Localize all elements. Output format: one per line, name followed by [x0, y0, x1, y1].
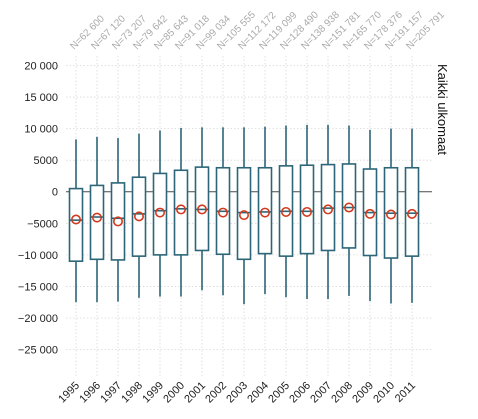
x-tick-label: 1997	[98, 380, 124, 406]
box-2011	[404, 128, 420, 303]
y-tick-label: 5000	[34, 155, 58, 167]
mean-marker	[322, 204, 333, 215]
box-2008	[341, 125, 357, 296]
mean-marker	[239, 210, 250, 221]
box-2004	[257, 126, 273, 295]
box-1998	[131, 133, 147, 298]
mean-marker	[259, 207, 270, 218]
box-iqr	[173, 169, 189, 256]
mean-marker	[155, 207, 166, 218]
box-1996	[89, 136, 105, 303]
panel-label: Kaikki ulkomaat	[435, 64, 450, 155]
box-2006	[299, 124, 315, 300]
mean-marker	[134, 211, 145, 222]
mean-marker	[218, 207, 229, 218]
box-iqr	[341, 163, 357, 249]
box-iqr	[131, 176, 147, 257]
x-tick-label: 1996	[77, 380, 103, 406]
box-2003	[236, 127, 252, 305]
mean-marker	[301, 206, 312, 217]
mean-marker	[364, 208, 375, 219]
y-tick-label: 10 000	[24, 124, 58, 136]
box-series	[68, 124, 420, 305]
y-tick-label: −10 000	[18, 250, 58, 262]
box-2005	[278, 125, 294, 298]
x-tick-label: 2007	[308, 380, 334, 406]
x-tick-label: 2004	[245, 380, 271, 406]
box-2007	[320, 124, 336, 300]
mean-marker	[176, 204, 187, 215]
y-tick-label: 20 000	[24, 60, 58, 72]
box-2010	[383, 128, 399, 304]
y-axis: 20 000 15 000 10 000 5000 0 −5000 −10 000 −15 0…	[18, 60, 58, 356]
x-tick-label: 2008	[329, 380, 355, 406]
box-2009	[362, 129, 378, 301]
box-1995	[68, 139, 84, 303]
box-iqr	[299, 164, 315, 255]
x-tick-label: 2001	[182, 380, 208, 406]
y-tick-label: −25 000	[18, 345, 58, 357]
mean-marker	[406, 208, 417, 219]
x-tick-label: 1998	[119, 380, 145, 406]
box-2001	[194, 127, 210, 291]
y-tick-label: 15 000	[24, 92, 58, 104]
box-1997	[110, 138, 126, 302]
box-1999	[152, 130, 168, 297]
box-iqr	[110, 182, 126, 261]
mean-marker	[385, 209, 396, 220]
x-tick-label: 2011	[393, 380, 418, 405]
x-tick-label: 2006	[287, 380, 313, 406]
y-tick-label: −5000	[27, 218, 58, 230]
x-tick-label: 1995	[56, 380, 82, 406]
x-tick-label: 2005	[266, 380, 292, 406]
x-tick-label: 2009	[350, 380, 376, 406]
box-2002	[215, 127, 231, 296]
mean-marker	[92, 212, 103, 223]
y-tick-label: 0	[52, 187, 58, 199]
box-iqr	[68, 187, 84, 262]
box-iqr	[257, 166, 273, 255]
x-tick-label: 2003	[224, 380, 250, 406]
mean-marker	[343, 202, 354, 213]
x-tick-label: 2010	[371, 380, 397, 406]
mean-marker	[113, 216, 124, 227]
box-iqr	[152, 172, 168, 256]
x-tick-label: 2002	[203, 380, 229, 406]
x-tick-label: 2000	[161, 380, 187, 406]
x-tick-label: 1999	[140, 380, 166, 406]
y-tick-label: −20 000	[18, 313, 58, 325]
box-iqr	[236, 166, 252, 261]
x-axis: 1995199619971998199920002001200220032004…	[56, 380, 418, 406]
mean-marker	[197, 204, 208, 215]
mean-marker	[280, 206, 291, 217]
box-2000	[173, 127, 189, 297]
box-iqr	[404, 166, 420, 257]
mean-marker	[71, 214, 82, 225]
y-tick-label: −15 000	[18, 281, 58, 293]
